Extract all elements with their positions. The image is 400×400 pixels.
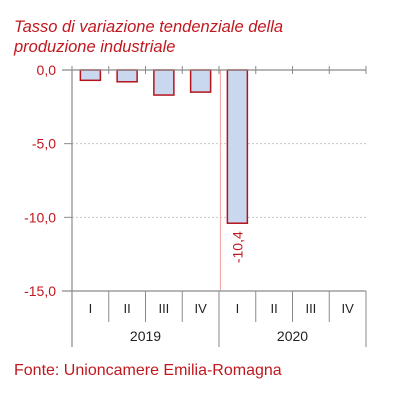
axes bbox=[62, 66, 367, 347]
x-tick-label: I bbox=[236, 301, 240, 316]
x-tick-label: IV bbox=[194, 301, 207, 316]
bar bbox=[116, 69, 138, 83]
year-label: 2020 bbox=[277, 328, 308, 344]
x-tick-label: I bbox=[89, 301, 93, 316]
chart-title: Tasso di variazione tendenziale della pr… bbox=[14, 17, 394, 57]
chart-title-line-2: produzione industriale bbox=[14, 38, 176, 56]
x-tick-label: II bbox=[124, 301, 131, 316]
x-tick-label: II bbox=[271, 301, 278, 316]
bar bbox=[189, 69, 212, 93]
x-tick-label: IV bbox=[341, 301, 354, 316]
y-tick-label: -5,0 bbox=[32, 136, 56, 152]
source-note: Fonte: Unioncamere Emilia-Romagna bbox=[14, 362, 282, 379]
y-tick-label: -15,0 bbox=[24, 283, 56, 299]
year-label: 2019 bbox=[130, 328, 161, 344]
data-label: -10,4 bbox=[229, 231, 245, 263]
bar bbox=[226, 69, 249, 224]
chart-title-line-1: Tasso di variazione tendenziale della bbox=[14, 18, 284, 36]
bar bbox=[153, 69, 175, 96]
y-tick-label: 0,0 bbox=[37, 62, 57, 78]
x-tick-label: III bbox=[305, 301, 316, 316]
bar bbox=[79, 69, 102, 82]
y-tick-label: -10,0 bbox=[24, 209, 56, 225]
bars bbox=[79, 69, 249, 224]
x-tick-label: III bbox=[158, 301, 169, 316]
grid-lines bbox=[72, 70, 366, 291]
